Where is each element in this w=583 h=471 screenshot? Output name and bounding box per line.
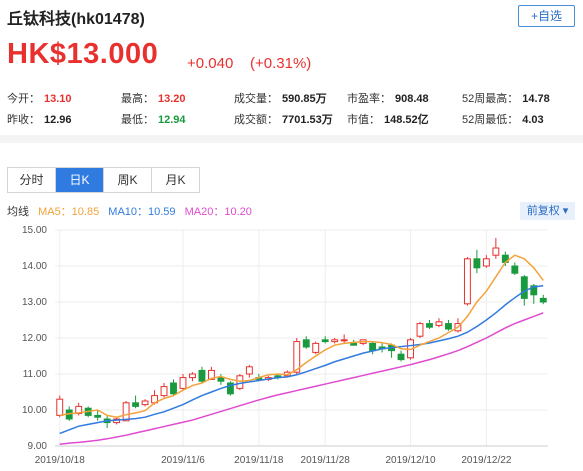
candle-body (492, 247, 500, 256)
ma5-label: MA5：10.85 (38, 206, 100, 218)
y-tick-label: 12.00 (22, 333, 47, 344)
x-tick-label: 2019/10/18 (35, 455, 85, 466)
x-tick-label: 2019/12/22 (461, 455, 511, 466)
candle-body (426, 323, 433, 328)
candle-body (179, 377, 187, 389)
y-tick-label: 14.00 (22, 261, 47, 272)
candle-body (397, 353, 405, 361)
candle-body (56, 398, 64, 416)
y-tick-label: 13.00 (22, 297, 47, 308)
stat-volume: 成交量： 590.85万 (234, 93, 327, 105)
stat-high: 最高： 13.20 (121, 93, 186, 105)
tab-intraday[interactable]: 分时 (8, 168, 56, 192)
candle-body (340, 339, 348, 342)
candle-body (539, 297, 547, 303)
candle-body (435, 321, 443, 326)
x-tick-label: 2019/11/28 (301, 455, 351, 466)
y-tick-label: 15.00 (22, 225, 47, 236)
ma10-line (59, 285, 544, 435)
candle-body (350, 342, 358, 346)
ma-legend: 均线 MA5：10.85 MA10：10.59 MA20：10.20 (7, 203, 258, 219)
price-change: +0.040 (187, 55, 234, 72)
candle-body (217, 377, 225, 382)
tab-monthly-k[interactable]: 月K (152, 168, 199, 192)
add-watchlist-button[interactable]: +自选 (518, 5, 575, 27)
candle-body (302, 339, 310, 348)
candle-body (207, 369, 215, 380)
x-tick-label: 2019/11/6 (161, 455, 205, 466)
candle-body (473, 258, 481, 269)
candle-body (170, 382, 177, 395)
ma20-label: MA20：10.20 (184, 206, 252, 218)
candle-body (530, 285, 538, 296)
stat-52w-high: 52周最高： 14.78 (462, 93, 550, 105)
ma20-line (59, 312, 544, 445)
candle-body (511, 265, 519, 274)
y-tick-label: 10.00 (22, 405, 47, 416)
ma10-label: MA10：10.59 (108, 206, 176, 218)
candle-body (463, 258, 471, 305)
candle-body (445, 323, 452, 330)
ma5-line (59, 254, 544, 418)
candle-body (141, 400, 149, 406)
tab-daily-k[interactable]: 日K (56, 168, 104, 192)
candle-body (198, 369, 206, 382)
candle-body (482, 258, 490, 267)
stat-pe: 市盈率： 908.48 (347, 93, 429, 105)
candle-body (94, 414, 102, 418)
y-tick-label: 9.00 (28, 441, 48, 452)
candle-body (312, 342, 320, 353)
candle-body (245, 366, 253, 375)
stock-title: 丘钛科技(hk01478) (7, 11, 145, 28)
candle-body (321, 339, 329, 343)
stat-market-cap: 市值： 148.52亿 (347, 114, 429, 126)
candle-body (331, 339, 339, 343)
tab-weekly-k[interactable]: 周K (104, 168, 152, 192)
stat-turnover: 成交额： 7701.53万 (234, 114, 333, 126)
candle-body (520, 276, 528, 299)
section-divider (0, 135, 583, 143)
price-change-percent: (+0.31%) (250, 55, 312, 72)
candlestick-chart: 15.00 14.00 13.00 12.00 11.00 10.00 9.00 2019/1… (22, 225, 548, 466)
y-tick-label: 11.00 (23, 369, 48, 380)
stat-52w-low: 52周最低： 4.03 (462, 114, 544, 126)
stat-prev-close: 昨收： 12.96 (7, 114, 72, 126)
candle-body (416, 323, 424, 337)
candle-body (122, 402, 130, 422)
candle-body (160, 386, 168, 397)
candle-body (189, 373, 196, 379)
candle-body (132, 402, 140, 407)
stat-open: 今开： 13.10 (7, 93, 72, 105)
current-price: HK$13.000 (7, 38, 159, 70)
candle-body (293, 341, 301, 373)
candle-body (226, 382, 234, 395)
x-tick-label: 2019/12/10 (385, 455, 435, 466)
stat-low: 最低： 12.94 (121, 114, 186, 126)
price-adjust-dropdown[interactable]: 前复权 ▾ (520, 202, 575, 220)
period-tabs: 分时 日K 周K 月K (7, 167, 200, 193)
candle-body (369, 342, 377, 352)
x-tick-label: 2019/11/18 (234, 455, 284, 466)
candle-body (236, 375, 244, 389)
ma-legend-title: 均线 (7, 206, 29, 218)
